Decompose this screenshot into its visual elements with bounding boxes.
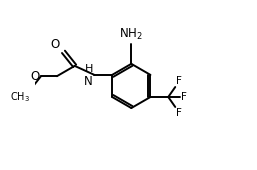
Text: F: F — [176, 108, 182, 118]
Text: N: N — [84, 75, 93, 88]
Text: H: H — [85, 64, 93, 74]
Text: O: O — [51, 38, 60, 51]
Text: F: F — [176, 76, 182, 86]
Text: O: O — [31, 70, 40, 83]
Text: CH$_3$: CH$_3$ — [10, 90, 30, 104]
Text: F: F — [181, 92, 187, 102]
Text: NH$_2$: NH$_2$ — [120, 27, 143, 42]
